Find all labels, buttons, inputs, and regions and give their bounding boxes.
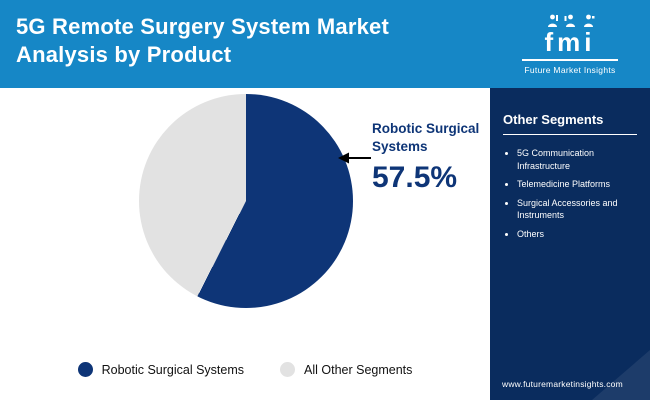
page-title-line2: Analysis by Product bbox=[16, 42, 232, 68]
logo-divider bbox=[522, 58, 618, 61]
other-segments-section: Other Segments 5G Communication Infrastr… bbox=[490, 88, 650, 241]
chart-legend: Robotic Surgical Systems All Other Segme… bbox=[0, 362, 490, 377]
annotation-label-line2: Systems bbox=[372, 138, 428, 154]
segments-list: 5G Communication Infrastructure Telemedi… bbox=[503, 147, 637, 241]
arrow-left-icon bbox=[338, 152, 371, 164]
person-icon bbox=[564, 14, 575, 27]
legend-label: All Other Segments bbox=[304, 362, 413, 377]
list-item: Telemedicine Platforms bbox=[517, 178, 637, 191]
logo-text: fmi bbox=[544, 26, 596, 57]
annotation-label-line1: Robotic Surgical bbox=[372, 121, 480, 136]
list-item: Surgical Accessories and Instruments bbox=[517, 197, 637, 222]
legend-swatch-gray bbox=[280, 362, 296, 377]
person-icon bbox=[547, 14, 558, 27]
legend-item: All Other Segments bbox=[280, 362, 412, 377]
heading-underline bbox=[503, 134, 637, 135]
fmi-logo: fmi Future Market Insights bbox=[490, 0, 650, 88]
annotation-value: 57.5% bbox=[372, 161, 458, 195]
pie-annotation: Robotic Surgical Systems 57.5% bbox=[372, 120, 488, 195]
right-sidebar: fmi Future Market Insights Other Segment… bbox=[490, 0, 650, 400]
header-banner: 5G Remote Surgery System Market Analysis… bbox=[0, 0, 490, 88]
page-title-line1: 5G Remote Surgery System Market bbox=[16, 14, 390, 39]
pie-chart bbox=[139, 94, 353, 308]
corner-accent bbox=[592, 350, 650, 400]
other-segments-heading: Other Segments bbox=[503, 112, 604, 127]
legend-item: Robotic Surgical Systems bbox=[77, 362, 245, 377]
legend-label: Robotic Surgical Systems bbox=[101, 362, 245, 377]
website-url: www.futuremarketinsights.com bbox=[502, 379, 623, 389]
logo-subtitle: Future Market Insights bbox=[524, 64, 616, 75]
logo-icons-row bbox=[546, 14, 595, 28]
list-item: Others bbox=[517, 228, 637, 241]
person-icon bbox=[583, 14, 594, 27]
legend-swatch-navy bbox=[77, 362, 93, 377]
list-item: 5G Communication Infrastructure bbox=[517, 147, 637, 172]
